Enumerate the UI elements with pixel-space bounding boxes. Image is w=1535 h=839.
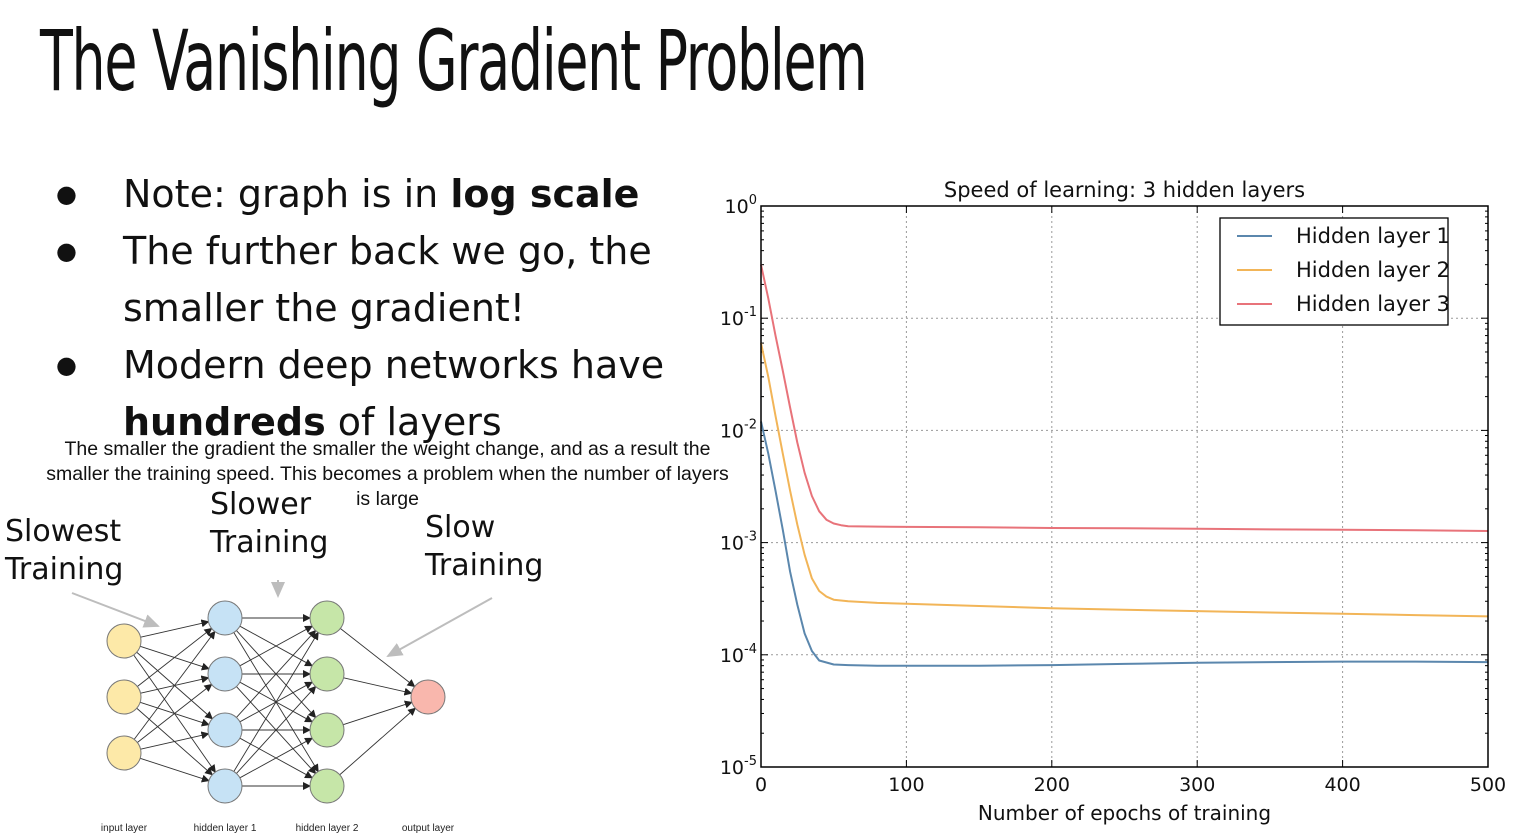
- bullet-text: The further back we go, the smaller the …: [123, 229, 652, 330]
- network-connection: [339, 707, 416, 776]
- y-tick-label: 10-2: [720, 417, 757, 442]
- chart-title: Speed of learning: 3 hidden layers: [944, 178, 1305, 202]
- network-connection: [236, 629, 317, 718]
- hidden1-neuron: [207, 768, 243, 804]
- layer-label: hidden layer 1: [194, 823, 257, 834]
- network-connection: [140, 731, 210, 750]
- neural-network-diagram: input layer hidden layer 1 hidden layer 2 o…: [71, 580, 493, 834]
- network-connection: [236, 685, 317, 774]
- x-tick-label: 200: [1034, 774, 1070, 796]
- annotation-arrow: [386, 597, 493, 657]
- x-axis-label: Number of epochs of training: [978, 801, 1271, 825]
- network-connection: [239, 737, 313, 779]
- x-tick-label: 100: [888, 774, 924, 796]
- caption-text: The smaller the gradient the smaller the…: [46, 438, 729, 510]
- x-tick-label: 0: [755, 774, 767, 796]
- y-tick-label: 10-5: [720, 754, 757, 779]
- hidden2-neuron: [309, 656, 345, 692]
- hidden1-neuron: [207, 712, 243, 748]
- input-neuron: [106, 623, 142, 659]
- bullet-text-after: of layers: [325, 400, 502, 444]
- bullet-text: Note: graph is in: [123, 172, 451, 216]
- network-connection: [343, 677, 413, 696]
- annotation-slower-training: Slower Training: [210, 487, 329, 560]
- legend-label: Hidden layer 2: [1296, 258, 1450, 282]
- legend-label: Hidden layer 3: [1296, 292, 1450, 316]
- plot-frame: [760, 205, 1489, 768]
- legend-label: Hidden layer 1: [1296, 224, 1450, 248]
- layer-label: output layer: [402, 823, 455, 834]
- series-line: [760, 342, 1489, 618]
- network-connection: [137, 627, 213, 687]
- input-neuron: [106, 679, 142, 715]
- bullet-list: Note: graph is in log scale The further …: [56, 166, 696, 451]
- bullet-bold-text: hundreds: [123, 400, 326, 444]
- y-tick-label: 10-3: [720, 530, 757, 555]
- network-connection: [340, 628, 416, 688]
- bullet-item: Modern deep networks have hundreds of la…: [56, 337, 696, 451]
- speed-of-learning-chart: 0 100 200 300 400 500 100 10-1 10-2 10-3 10-4 10-5 S…: [720, 178, 1506, 825]
- network-connection: [133, 630, 216, 740]
- network-connection: [233, 631, 319, 772]
- hidden2-neuron: [309, 600, 345, 636]
- bullet-bold-text: log scale: [450, 172, 640, 216]
- bullet-text: Modern deep networks have: [123, 343, 665, 387]
- annotation-arrow: [71, 592, 160, 628]
- network-connection: [137, 683, 213, 743]
- hidden1-neuron: [207, 656, 243, 692]
- x-tick-label: 500: [1470, 774, 1506, 796]
- network-connection: [343, 700, 413, 726]
- annotation-slowest-training: Slowest Training: [5, 514, 124, 587]
- y-tick-label: 10-4: [720, 642, 757, 667]
- layer-label: input layer: [101, 823, 148, 834]
- input-neuron: [106, 735, 142, 771]
- series-line: [760, 264, 1489, 532]
- network-connection: [239, 625, 313, 667]
- hidden1-neuron: [207, 600, 243, 636]
- output-neuron: [410, 679, 446, 715]
- hidden2-neuron: [309, 768, 345, 804]
- slide-title: The Vanishing Gradient Problem: [40, 12, 868, 110]
- y-tick-label: 10-1: [720, 305, 757, 330]
- bullet-item: Note: graph is in log scale: [56, 166, 696, 223]
- annotation-slow-training: Slow Training: [425, 510, 544, 583]
- layer-label: hidden layer 2: [296, 823, 359, 834]
- y-tick-label: 100: [725, 193, 757, 218]
- x-tick-label: 300: [1179, 774, 1215, 796]
- network-connection: [140, 619, 210, 638]
- series-line: [760, 421, 1489, 667]
- x-tick-label: 400: [1324, 774, 1360, 796]
- network-connection: [140, 757, 210, 783]
- bullet-item: The further back we go, the smaller the …: [56, 223, 696, 337]
- hidden2-neuron: [309, 712, 345, 748]
